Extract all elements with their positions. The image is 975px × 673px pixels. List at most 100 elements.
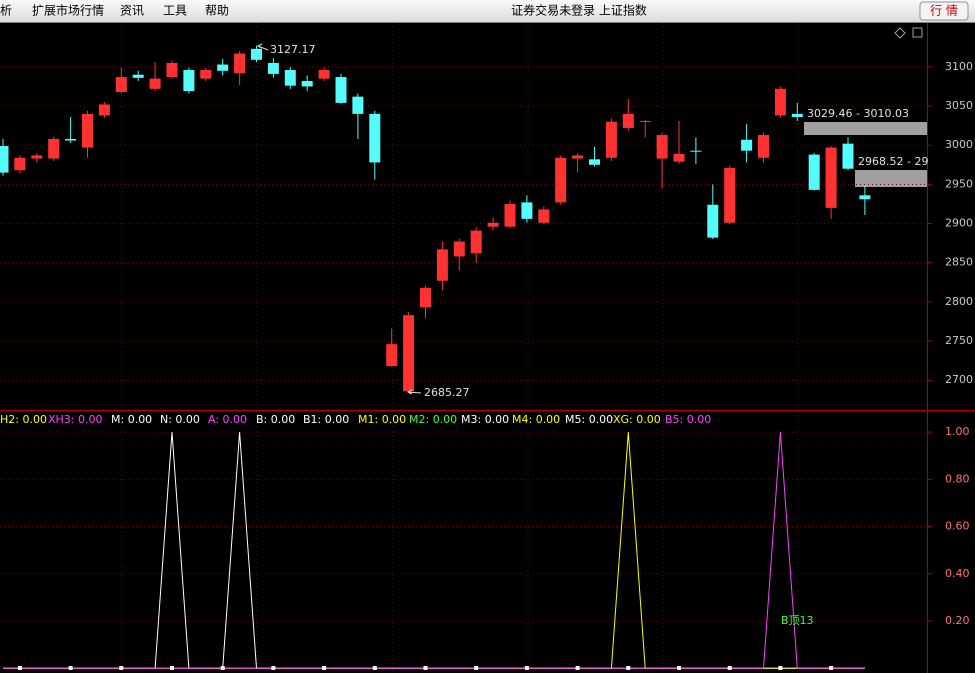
candle-body	[352, 96, 364, 114]
annotation-arrow	[406, 389, 422, 395]
y-tick-label: 0.80	[945, 472, 970, 485]
range-box	[804, 122, 927, 135]
candle-body	[403, 315, 415, 392]
menu-item[interactable]: 扩展市场行情	[32, 3, 104, 18]
baseline-marker	[524, 666, 529, 670]
candle-body	[639, 120, 651, 122]
baseline-marker	[68, 666, 73, 670]
legend-item: XH3: 0.00	[48, 413, 103, 426]
y-tick-label: 0.60	[945, 520, 970, 533]
candle-body	[707, 204, 719, 238]
menu-background	[0, 0, 975, 22]
candle-body	[14, 157, 26, 171]
candle-body	[200, 70, 212, 79]
legend-item: XG: 0.00	[613, 413, 661, 426]
candle-body	[758, 135, 769, 158]
legend-item: A: 0.00	[208, 413, 247, 426]
menu-item[interactable]: 帮助	[205, 4, 229, 18]
quote-button-label[interactable]: 行 情	[930, 4, 958, 18]
candle-body	[605, 121, 617, 158]
y-tick-label: 3100	[945, 60, 973, 73]
candle-body	[301, 80, 313, 87]
candle-body	[589, 159, 600, 165]
y-tick-label: 2850	[945, 256, 973, 269]
candle-body	[538, 209, 550, 223]
y-tick-label: 2750	[945, 334, 973, 347]
candle-body	[318, 70, 330, 79]
y-tick-label: 3000	[945, 138, 973, 151]
candle-body	[470, 230, 482, 254]
y-tick-label: 2700	[945, 373, 973, 386]
window-icon[interactable]	[894, 27, 906, 39]
menu-item[interactable]: 分析	[0, 4, 12, 18]
legend-item: M2: 0.00	[409, 413, 457, 426]
legend-item: M4: 0.00	[512, 413, 560, 426]
window-icon[interactable]	[912, 27, 923, 38]
vertical-grid	[121, 23, 799, 673]
candle-body	[572, 155, 584, 159]
legend-item: N: 0.00	[160, 413, 200, 426]
candle-body	[48, 138, 60, 159]
candle-body	[82, 113, 93, 148]
annotation: B顶13	[781, 614, 814, 627]
baseline-marker	[778, 666, 783, 670]
candle-body	[673, 153, 685, 162]
candle-body	[487, 222, 499, 227]
legend-item: M5: 0.00	[565, 413, 613, 426]
menu-item[interactable]: 资讯	[120, 4, 144, 18]
candle-body	[774, 88, 786, 116]
baseline-marker	[677, 666, 681, 670]
candle-body	[267, 62, 279, 74]
candle-body	[0, 145, 9, 173]
quote-button[interactable]	[919, 1, 969, 21]
candle-body	[521, 202, 533, 219]
candle-body	[622, 113, 634, 128]
candle-body	[65, 138, 77, 141]
candle-body	[251, 48, 262, 60]
candle-body	[132, 74, 144, 78]
candle-body	[690, 150, 702, 152]
annotation: 2685.27	[424, 386, 470, 399]
legend-item: B1: 0.00	[303, 413, 349, 426]
baseline-marker	[423, 666, 428, 670]
candle-body	[31, 155, 43, 159]
candle-body	[149, 78, 161, 89]
indicator-line	[3, 432, 865, 669]
baseline-marker	[119, 666, 124, 670]
candle-body	[555, 157, 567, 203]
annotation: 3127.17	[270, 43, 316, 56]
baseline-marker	[829, 666, 834, 670]
legend-item: H2: 0.00	[0, 413, 47, 426]
baseline-marker	[626, 666, 631, 670]
legend-item: B5: 0.00	[665, 413, 711, 426]
legend-item: M: 0.00	[111, 413, 152, 426]
candle-body	[791, 113, 803, 118]
baseline-marker	[322, 666, 327, 670]
y-tick-label: 2900	[945, 217, 973, 230]
menu-item[interactable]: 工具	[163, 4, 187, 18]
candle-body	[436, 249, 448, 281]
y-tick-label: 2800	[945, 295, 973, 308]
candle-body	[166, 62, 178, 78]
y-tick-label: 3050	[945, 99, 973, 112]
y-tick-label: 0.20	[945, 614, 970, 627]
candle-body	[808, 154, 820, 190]
candle-body	[369, 113, 381, 163]
baseline-marker	[271, 666, 276, 670]
candle-body	[284, 70, 296, 86]
y-tick-label: 0.40	[945, 567, 970, 580]
candle-body	[420, 287, 431, 308]
candle-body	[98, 104, 110, 116]
menu-bar: 分析 扩展市场行情 资讯 工具 帮助 证券交易未登录 上证指数 行 情	[0, 0, 975, 22]
annotation: 2968.52 - 29	[858, 155, 928, 168]
y-tick-label: 2950	[945, 177, 973, 190]
y-tick-label: 1.00	[945, 425, 970, 438]
range-box	[855, 170, 927, 187]
candle-body	[386, 344, 398, 367]
status-text: 证券交易未登录 上证指数	[511, 3, 647, 18]
annotation: 3029.46 - 3010.03	[807, 107, 909, 120]
legend-item: M1: 0.00	[358, 413, 406, 426]
candle-body	[859, 195, 871, 200]
